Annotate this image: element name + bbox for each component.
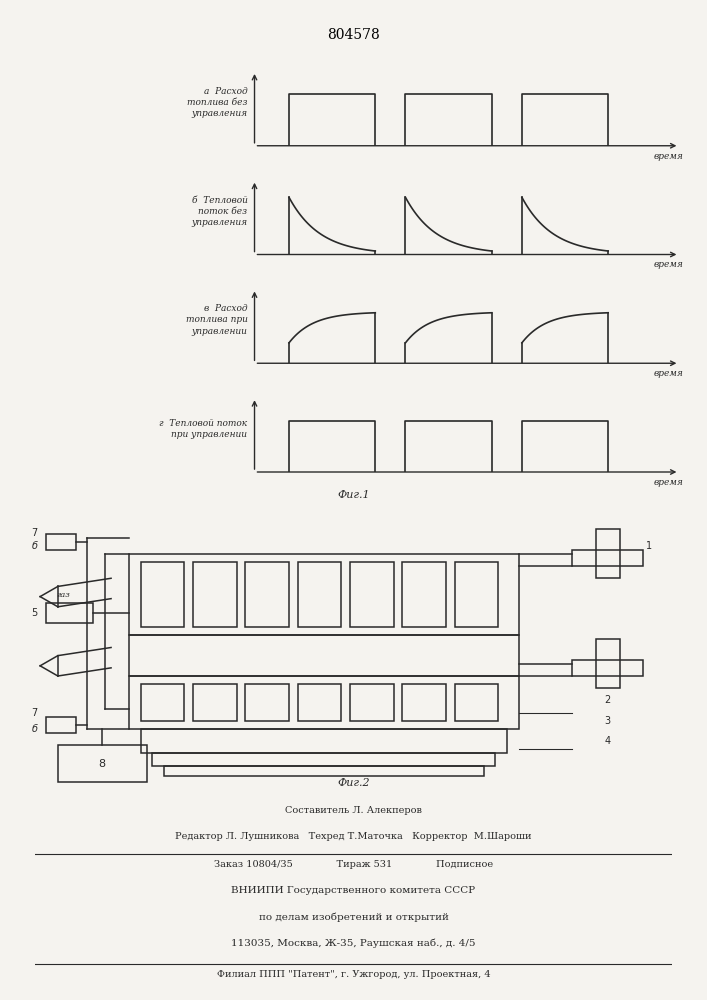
Text: б: б [31, 724, 37, 734]
Text: б  Тепловой
поток без
управления: б Тепловой поток без управления [192, 196, 247, 227]
Bar [596, 529, 619, 578]
Bar [298, 684, 341, 721]
Text: 2: 2 [604, 695, 611, 705]
Text: время: время [654, 152, 684, 161]
Bar [141, 684, 184, 721]
Bar [455, 562, 498, 627]
Text: 8: 8 [99, 759, 106, 769]
Text: а  Расход
топлива без
управления: а Расход топлива без управления [187, 87, 247, 118]
Bar [298, 562, 341, 627]
Text: 7: 7 [31, 708, 37, 718]
Text: 1: 1 [646, 541, 653, 551]
Text: Филиал ППП "Патент", г. Ужгород, ул. Проектная, 4: Филиал ППП "Патент", г. Ужгород, ул. Про… [216, 970, 491, 979]
Bar [350, 684, 394, 721]
Bar [46, 717, 76, 733]
Bar [572, 660, 643, 676]
Bar [572, 550, 643, 566]
Bar [596, 639, 619, 688]
Bar [153, 753, 496, 766]
Text: Фиг.1: Фиг.1 [337, 490, 370, 500]
Text: 4: 4 [604, 736, 611, 746]
Bar [141, 729, 507, 753]
Bar [402, 684, 446, 721]
Text: 5: 5 [31, 608, 37, 618]
Bar [350, 562, 394, 627]
Text: 113035, Москва, Ж-35, Раушская наб., д. 4/5: 113035, Москва, Ж-35, Раушская наб., д. … [231, 938, 476, 948]
Bar [129, 676, 519, 729]
Text: б: б [31, 541, 37, 551]
Bar [193, 684, 237, 721]
Bar [164, 766, 484, 776]
Text: 7: 7 [31, 528, 37, 538]
Text: Составитель Л. Алекперов: Составитель Л. Алекперов [285, 806, 422, 815]
Bar [58, 745, 146, 782]
Text: время: время [654, 478, 684, 487]
Text: 804578: 804578 [327, 28, 380, 42]
Bar [129, 635, 519, 676]
Bar [141, 562, 184, 627]
Bar [245, 562, 289, 627]
Text: Фиг.2: Фиг.2 [337, 778, 370, 788]
Text: по делам изобретений и открытий: по делам изобретений и открытий [259, 912, 448, 922]
Bar [129, 554, 519, 635]
Text: г  Тепловой поток
при управлении: г Тепловой поток при управлении [159, 419, 247, 439]
Text: газ: газ [57, 591, 71, 599]
Bar [193, 562, 237, 627]
Text: время: время [654, 260, 684, 269]
Text: ВНИИПИ Государственного комитета СССР: ВНИИПИ Государственного комитета СССР [231, 886, 476, 895]
Text: Редактор Л. Лушникова   Техред Т.Маточка   Корректор  М.Шароши: Редактор Л. Лушникова Техред Т.Маточка К… [175, 832, 532, 841]
Text: в  Расход
топлива при
управлении: в Расход топлива при управлении [185, 304, 247, 336]
Bar [46, 603, 93, 623]
Text: время: время [654, 369, 684, 378]
Bar [46, 534, 76, 550]
Text: 3: 3 [604, 716, 611, 726]
Bar [402, 562, 446, 627]
Bar [455, 684, 498, 721]
Text: Заказ 10804/35              Тираж 531              Подписное: Заказ 10804/35 Тираж 531 Подписное [214, 860, 493, 869]
Bar [245, 684, 289, 721]
